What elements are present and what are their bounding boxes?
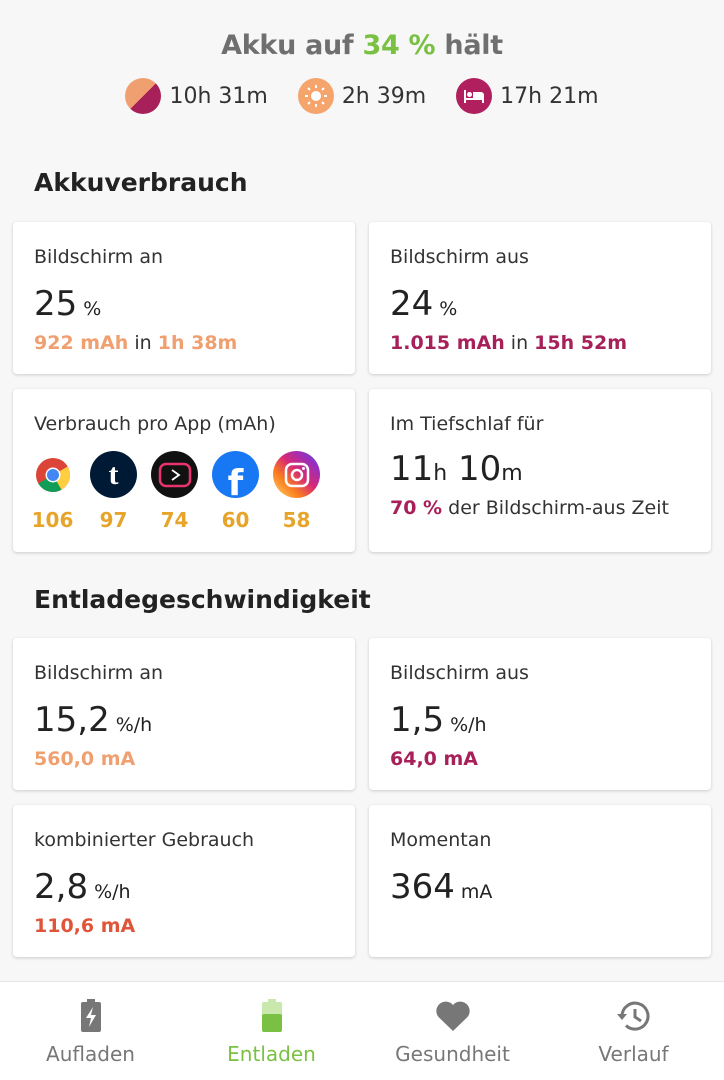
card-label: kombinierter Gebrauch [34, 829, 255, 851]
title-suffix: hält [435, 30, 503, 61]
nav-aufladen[interactable]: Aufladen [0, 982, 181, 1080]
discharge-section-title: Entladegeschwindigkeit [34, 585, 371, 614]
nav-label: Aufladen [46, 1042, 135, 1066]
app-youtube-vanced[interactable]: 74 [151, 451, 198, 532]
stat-screen-on-value: 2h 39m [341, 83, 427, 109]
card-value: 24% [390, 284, 458, 324]
stat-sleep: 17h 21m [456, 78, 599, 114]
card-label: Bildschirm an [34, 246, 164, 268]
card-value: 364 mA [390, 867, 493, 907]
battery-estimate-header: Akku auf 34 % hält [0, 30, 724, 61]
sun-icon [297, 78, 334, 114]
battery-estimate-title: Akku auf 34 % hält [0, 30, 724, 61]
app-value: 60 [221, 508, 250, 532]
card-sub: 922 mAh in 1h 38m [34, 332, 238, 354]
charging-battery-icon [80, 998, 102, 1034]
app-value: 74 [160, 508, 189, 532]
stat-sleep-value: 17h 21m [500, 83, 599, 109]
card-value: 1,5 %/h [390, 700, 487, 740]
bottom-navigation: Aufladen Entladen Gesundheit Verlauf [0, 981, 724, 1080]
card-sub: 1.015 mAh in 15h 52m [390, 332, 627, 354]
heart-icon [435, 998, 471, 1034]
card-sub: 110,6 mA [34, 915, 136, 937]
app-chrome[interactable]: 106 [29, 451, 76, 532]
card-label: Bildschirm aus [390, 246, 529, 268]
app-value: 106 [31, 508, 74, 532]
instagram-icon [273, 451, 320, 498]
app-usage-card[interactable]: Verbrauch pro App (mAh) 106 t 97 74 f 60 [13, 389, 355, 552]
card-label: Bildschirm an [34, 662, 164, 684]
app-instagram[interactable]: 58 [273, 451, 320, 532]
deep-sleep-value: 11h 10m [390, 449, 523, 489]
app-value: 58 [282, 508, 311, 532]
discharge-screen-on-card[interactable]: Bildschirm an 15,2 %/h 560,0 mA [13, 638, 355, 790]
card-value: 15,2 %/h [34, 700, 153, 740]
discharge-screen-off-card[interactable]: Bildschirm aus 1,5 %/h 64,0 mA [369, 638, 711, 790]
card-sub: 560,0 mA [34, 748, 136, 770]
app-tumblr[interactable]: t 97 [90, 451, 137, 532]
youtube-vanced-icon [151, 451, 198, 498]
stat-combined: 10h 31m [125, 78, 268, 114]
nav-label: Verlauf [598, 1042, 669, 1066]
facebook-icon: f [212, 451, 259, 498]
usage-screen-off-card[interactable]: Bildschirm aus 24% 1.015 mAh in 15h 52m [369, 222, 711, 374]
card-sub: 70 % der Bildschirm-aus Zeit [390, 497, 669, 519]
card-label: Verbrauch pro App (mAh) [34, 413, 276, 435]
title-prefix: Akku auf [221, 30, 363, 61]
stat-combined-value: 10h 31m [169, 83, 268, 109]
nav-verlauf[interactable]: Verlauf [543, 982, 724, 1080]
battery-percent: 34 % [362, 30, 436, 61]
tumblr-icon: t [90, 451, 137, 498]
app-list: 106 t 97 74 f 60 58 [29, 451, 320, 532]
estimate-stats: 10h 31m 2h 39m 17h 21m [0, 78, 724, 114]
card-label: Im Tiefschlaf für [390, 413, 544, 435]
usage-section-title: Akkuverbrauch [34, 168, 248, 197]
card-label: Bildschirm aus [390, 662, 529, 684]
card-value: 25% [34, 284, 102, 324]
nav-label: Gesundheit [395, 1042, 510, 1066]
stat-screen-on: 2h 39m [297, 78, 427, 114]
history-icon [616, 998, 652, 1034]
usage-screen-on-card[interactable]: Bildschirm an 25% 922 mAh in 1h 38m [13, 222, 355, 374]
card-value: 2,8 %/h [34, 867, 131, 907]
combined-usage-icon [125, 78, 162, 114]
card-sub: 64,0 mA [390, 748, 478, 770]
chrome-icon [29, 451, 76, 498]
deep-sleep-card[interactable]: Im Tiefschlaf für 11h 10m 70 % der Bilds… [369, 389, 711, 552]
app-facebook[interactable]: f 60 [212, 451, 259, 532]
card-label: Momentan [390, 829, 492, 851]
discharge-combined-card[interactable]: kombinierter Gebrauch 2,8 %/h 110,6 mA [13, 805, 355, 957]
nav-label: Entladen [227, 1042, 316, 1066]
app-value: 97 [99, 508, 128, 532]
battery-icon [261, 998, 283, 1034]
discharge-current-card[interactable]: Momentan 364 mA [369, 805, 711, 957]
nav-entladen[interactable]: Entladen [181, 982, 362, 1080]
nav-gesundheit[interactable]: Gesundheit [362, 982, 543, 1080]
sleep-bed-icon [456, 78, 493, 114]
